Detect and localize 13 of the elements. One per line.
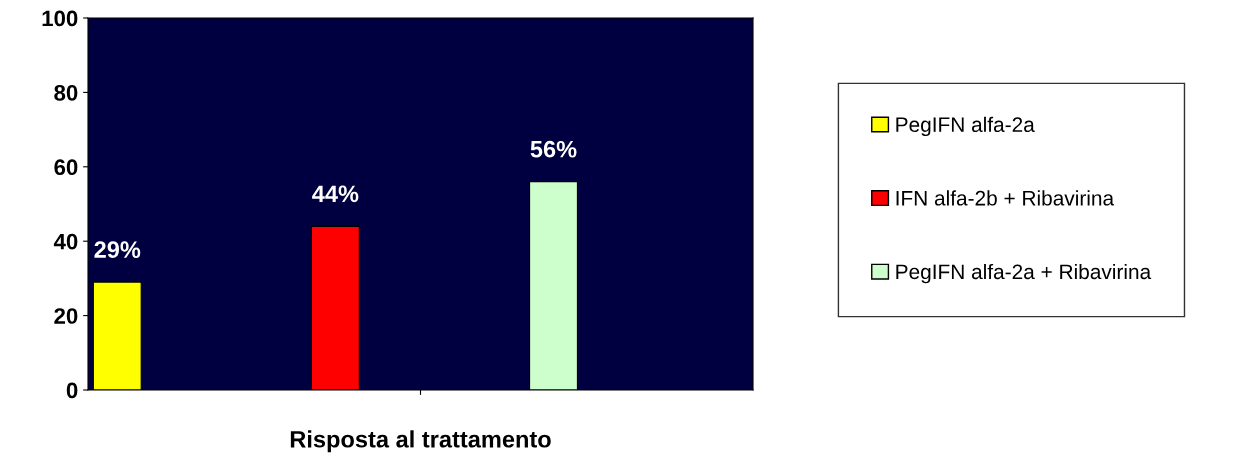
- y-tick-label: 40: [53, 233, 78, 250]
- data-label: 44%: [312, 185, 359, 203]
- y-tick-label: 20: [54, 308, 78, 324]
- y-tick-label: 100: [42, 10, 78, 27]
- legend-label: PegIFN alfa-2a: [896, 116, 1035, 137]
- legend-label: IFN alfa-2b + Ribavirina: [896, 190, 1115, 206]
- y-tick-label: 60: [54, 159, 78, 176]
- legend-label: PegIFN alfa-2a + Ribavirina: [896, 263, 1152, 284]
- data-label: 56%: [530, 140, 577, 158]
- x-axis-title: Risposta al trattamento: [290, 430, 551, 453]
- y-tick-label: 80: [54, 84, 78, 101]
- data-label: 29%: [94, 241, 141, 259]
- y-tick-label: 0: [66, 382, 78, 399]
